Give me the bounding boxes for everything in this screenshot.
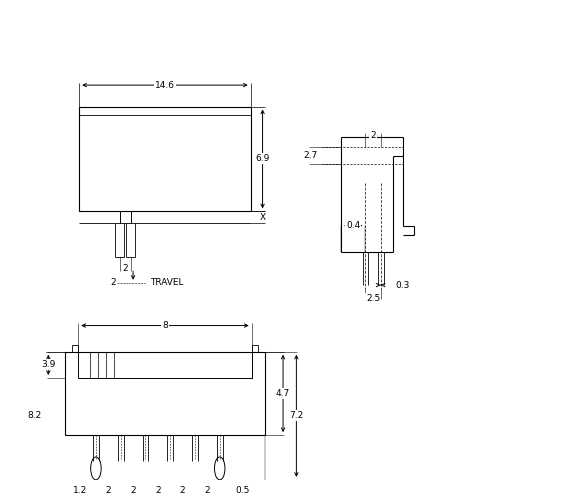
Text: 14.6: 14.6 — [155, 81, 175, 89]
Text: 2: 2 — [122, 264, 128, 273]
Text: 1.2: 1.2 — [73, 486, 87, 495]
Text: 0.4: 0.4 — [346, 221, 361, 230]
Text: 2: 2 — [155, 486, 161, 495]
Text: 6.9: 6.9 — [256, 155, 270, 164]
Text: 2: 2 — [204, 486, 210, 495]
Text: 0.5: 0.5 — [235, 486, 249, 495]
Text: 2.7: 2.7 — [303, 151, 318, 160]
Text: 2: 2 — [106, 486, 111, 495]
Text: 3.9: 3.9 — [41, 360, 56, 369]
Bar — [252, 344, 258, 352]
Text: 2.5: 2.5 — [366, 294, 380, 303]
Text: 2: 2 — [110, 278, 116, 287]
Text: X: X — [260, 213, 266, 222]
Text: 2: 2 — [130, 486, 136, 495]
Text: 4.7: 4.7 — [276, 389, 290, 398]
Text: 2: 2 — [370, 131, 376, 140]
Bar — [78, 352, 252, 378]
Bar — [72, 344, 78, 352]
Text: 8: 8 — [162, 321, 168, 330]
Text: 0.3: 0.3 — [395, 281, 410, 290]
Bar — [65, 352, 265, 435]
Text: 2: 2 — [179, 486, 185, 495]
Text: 7.2: 7.2 — [289, 412, 303, 420]
Bar — [80, 106, 250, 211]
Text: TRAVEL: TRAVEL — [150, 278, 183, 287]
Text: 8.2: 8.2 — [27, 412, 41, 420]
